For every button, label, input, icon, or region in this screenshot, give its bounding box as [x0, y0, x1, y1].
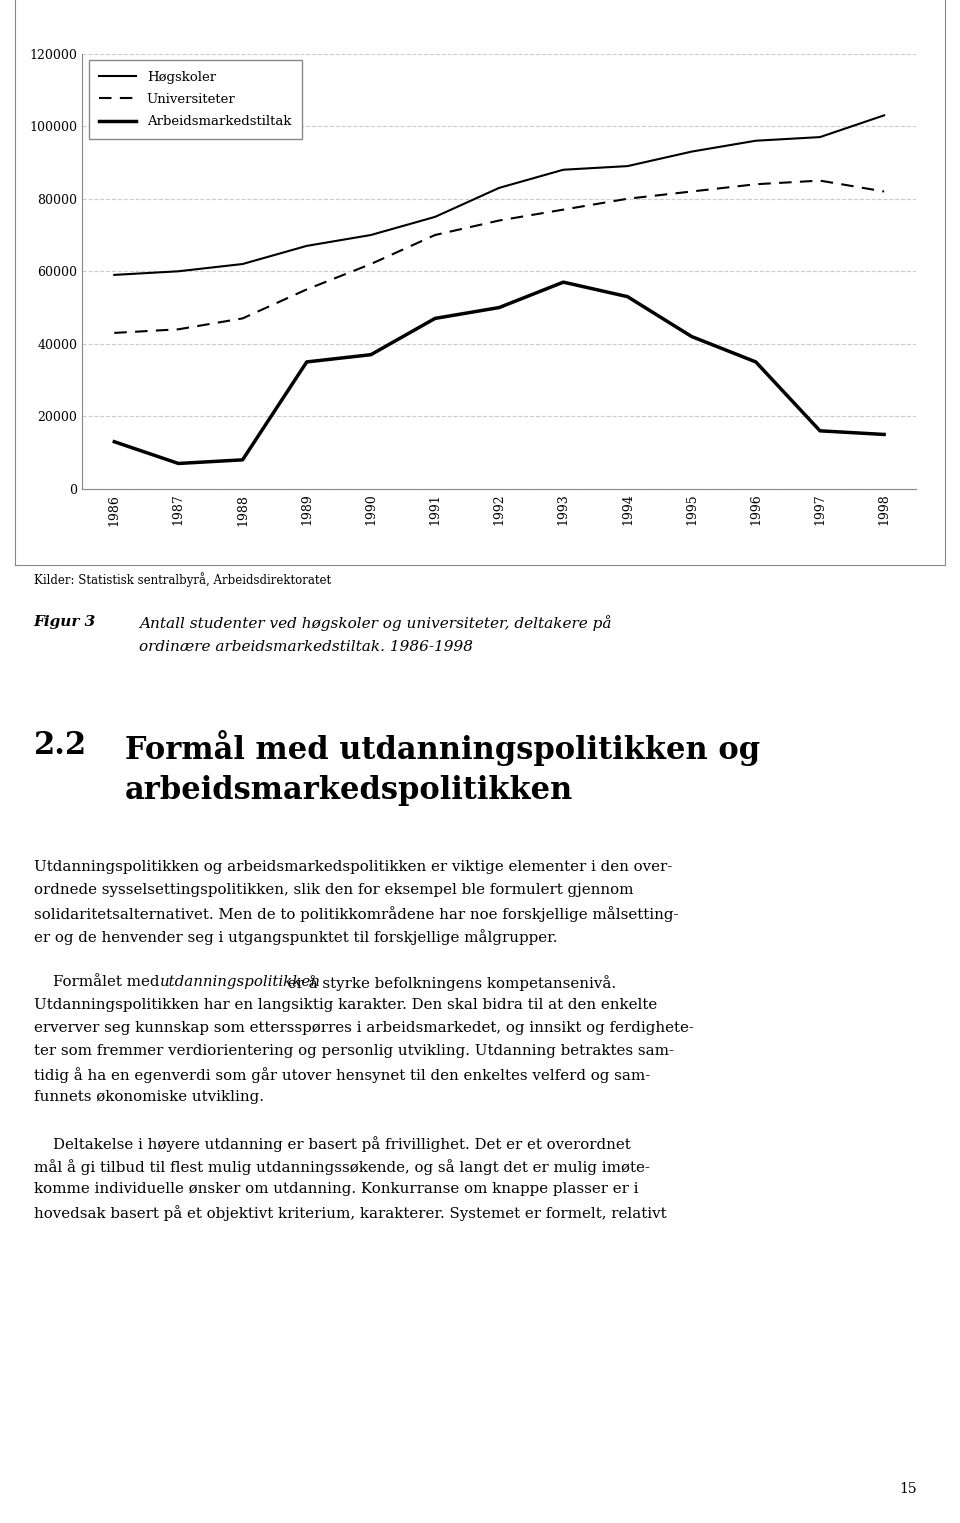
Text: Formål med utdanningspolitikken og: Formål med utdanningspolitikken og	[125, 730, 760, 766]
Text: ordinære arbeidsmarkedstiltak. 1986-1998: ordinære arbeidsmarkedstiltak. 1986-1998	[139, 640, 473, 653]
Text: Figur 3: Figur 3	[34, 615, 96, 629]
Text: solidaritetsalternativet. Men de to politikkområdene har noe forskjellige målset: solidaritetsalternativet. Men de to poli…	[34, 906, 678, 921]
Text: mål å gi tilbud til flest mulig utdanningssøkende, og så langt det er mulig imøt: mål å gi tilbud til flest mulig utdannin…	[34, 1159, 650, 1174]
Text: Deltakelse i høyere utdanning er basert på frivillighet. Det er et overordnet: Deltakelse i høyere utdanning er basert …	[34, 1136, 631, 1151]
Text: 15: 15	[900, 1482, 917, 1496]
Text: komme individuelle ønsker om utdanning. Konkurranse om knappe plasser er i: komme individuelle ønsker om utdanning. …	[34, 1182, 638, 1196]
Text: 2.2: 2.2	[34, 730, 86, 762]
Text: ordnede sysselsettingspolitikken, slik den for eksempel ble formulert gjennom: ordnede sysselsettingspolitikken, slik d…	[34, 883, 633, 897]
Text: Formålet med: Formålet med	[34, 975, 164, 988]
Text: er å styrke befolkningens kompetansenivå.: er å styrke befolkningens kompetansenivå…	[283, 975, 616, 991]
Text: ter som fremmer verdiorientering og personlig utvikling. Utdanning betraktes sam: ter som fremmer verdiorientering og pers…	[34, 1043, 674, 1058]
Legend: Høgskoler, Universiteter, Arbeidsmarkedstiltak: Høgskoler, Universiteter, Arbeidsmarkeds…	[88, 61, 301, 139]
Text: tidig å ha en egenverdi som går utover hensynet til den enkeltes velferd og sam-: tidig å ha en egenverdi som går utover h…	[34, 1068, 650, 1083]
Text: erverver seg kunnskap som ettersspørres i arbeidsmarkedet, og innsikt og ferdigh: erverver seg kunnskap som ettersspørres …	[34, 1020, 693, 1036]
Text: Utdanningspolitikken har en langsiktig karakter. Den skal bidra til at den enkel: Utdanningspolitikken har en langsiktig k…	[34, 998, 657, 1011]
Text: Utdanningspolitikken og arbeidsmarkedspolitikken er viktige elementer i den over: Utdanningspolitikken og arbeidsmarkedspo…	[34, 860, 672, 874]
Text: funnets økonomiske utvikling.: funnets økonomiske utvikling.	[34, 1090, 264, 1104]
Text: Antall studenter ved høgskoler og universiteter, deltakere på: Antall studenter ved høgskoler og univer…	[139, 615, 612, 631]
Text: arbeidsmarkedspolitikken: arbeidsmarkedspolitikken	[125, 775, 573, 806]
Text: er og de henvender seg i utgangspunktet til forskjellige målgrupper.: er og de henvender seg i utgangspunktet …	[34, 929, 557, 944]
Text: utdanningspolitikken: utdanningspolitikken	[160, 975, 322, 988]
Text: hovedsak basert på et objektivt kriterium, karakterer. Systemet er formelt, rela: hovedsak basert på et objektivt kriteriu…	[34, 1205, 666, 1221]
Text: Kilder: Statistisk sentralbyrå, Arbeidsdirektoratet: Kilder: Statistisk sentralbyrå, Arbeidsd…	[34, 573, 331, 586]
